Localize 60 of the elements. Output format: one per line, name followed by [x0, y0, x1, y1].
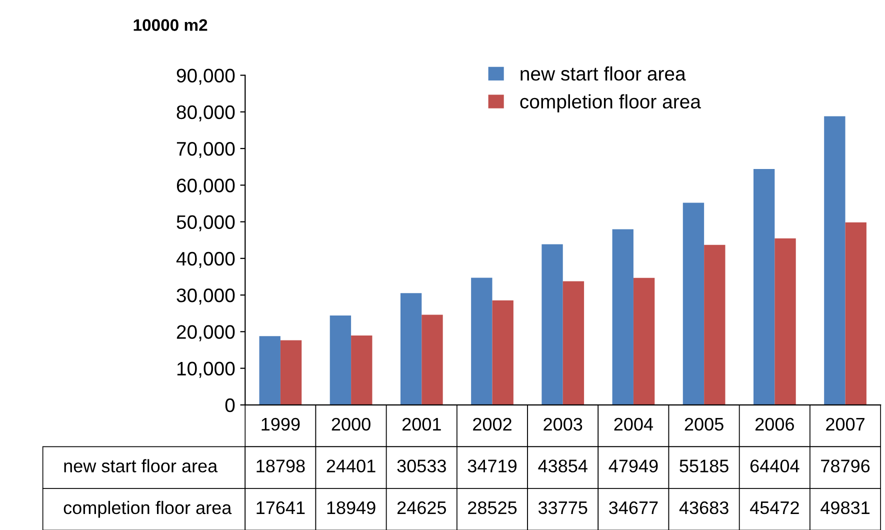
y-tick-label: 90,000 [176, 68, 235, 85]
data-label: 24401 [326, 460, 376, 472]
legend-label: completion floor area [520, 94, 701, 112]
x-tick-label: 2005 [684, 418, 724, 431]
data-label: 45472 [750, 501, 799, 514]
y-tick-label: 60,000 [176, 178, 235, 195]
bar [845, 222, 866, 405]
data-label: 47949 [608, 460, 658, 472]
y-tick-label: 80,000 [176, 105, 235, 122]
data-label: 55185 [680, 460, 728, 472]
x-tick-label: 2000 [332, 418, 370, 431]
x-tick-label: 2004 [614, 418, 654, 431]
bar [824, 116, 846, 405]
bar [330, 316, 352, 405]
bar [774, 238, 796, 405]
bar [633, 278, 655, 405]
y-tick-label: 30,000 [176, 288, 235, 305]
bar [259, 336, 280, 405]
bar [612, 229, 634, 405]
x-tick-label: 1999 [262, 418, 300, 431]
legend-label: new start floor area [520, 66, 686, 81]
data-label: 28525 [468, 501, 517, 514]
data-label: 33775 [538, 501, 588, 514]
bar [400, 293, 422, 405]
y-tick-label: 10,000 [177, 362, 235, 378]
y-tick-label: 20,000 [176, 325, 235, 342]
bar [682, 202, 704, 405]
x-tick-label: 2006 [755, 418, 794, 431]
y-axis-title: 10000 m2 [134, 19, 208, 31]
data-label: 49831 [820, 501, 870, 514]
bar [471, 278, 492, 405]
bar [562, 281, 584, 405]
data-label: 30533 [397, 460, 446, 472]
data-label: 43683 [679, 501, 728, 514]
bar [351, 336, 372, 405]
y-tick-label: 0 [225, 398, 235, 412]
x-tick-label: 2002 [473, 418, 512, 431]
bar [753, 169, 775, 405]
bar [422, 314, 443, 405]
data-label: 17641 [256, 501, 305, 514]
data-label: 34677 [609, 501, 658, 514]
data-label: 18798 [256, 460, 305, 472]
bar [280, 340, 302, 405]
data-label: 18949 [327, 501, 376, 514]
y-tick-label: 40,000 [176, 252, 235, 268]
bar [704, 244, 726, 405]
data-label: 43854 [538, 460, 588, 472]
x-tick-label: 2007 [826, 418, 864, 431]
text: new start floor area [64, 459, 218, 472]
bar [542, 244, 563, 405]
data-label: 24625 [397, 501, 446, 514]
data-label: 34719 [468, 460, 517, 472]
data-label: 78796 [821, 460, 870, 472]
x-tick-label: 2003 [544, 418, 582, 431]
x-tick-label: 2001 [402, 418, 441, 431]
y-tick-label: 70,000 [176, 142, 235, 158]
bar [492, 300, 514, 405]
data-label: 64404 [750, 460, 800, 472]
text: completion floor area [64, 500, 232, 518]
y-tick-label: 50,000 [176, 215, 235, 232]
